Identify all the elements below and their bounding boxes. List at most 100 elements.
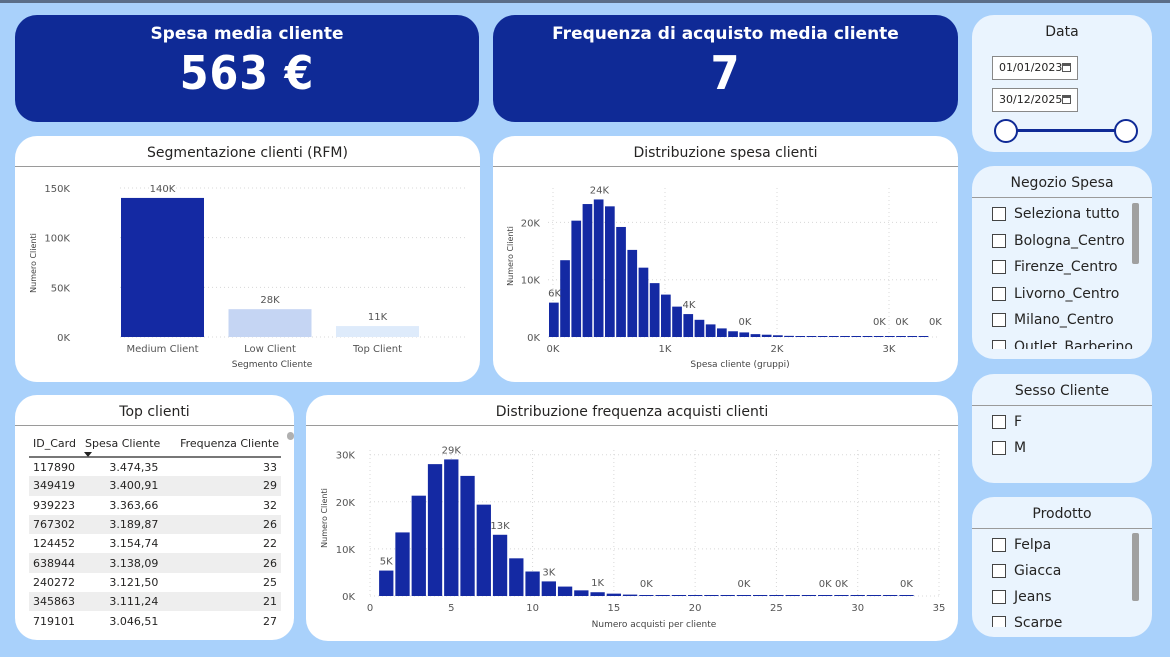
top-clients-table-wrap: ID_Card Spesa Cliente Frequenza Cliente … (29, 433, 281, 631)
bar (773, 335, 783, 337)
kpi-title: Spesa media cliente (150, 24, 344, 44)
y-tick-label: 20K (521, 218, 541, 229)
product-option[interactable]: Scarpe (992, 615, 1062, 627)
table-row[interactable]: 638944 3.138,09 26 (29, 553, 281, 573)
store-option[interactable]: Bologna_Centro (992, 233, 1125, 249)
store-option[interactable]: Milano_Centro (992, 312, 1114, 328)
table-scrollbar[interactable] (287, 432, 294, 440)
freq-chart-card[interactable]: Distribuzione frequenza acquisti clienti… (306, 395, 958, 641)
cell-frequenza-cliente: 29 (162, 476, 281, 496)
date-from-input[interactable]: 01/01/2023 (992, 56, 1078, 80)
table-row[interactable]: 767302 3.189,87 26 (29, 514, 281, 535)
date-range-track[interactable] (1006, 129, 1126, 132)
store-option[interactable]: Seleziona tutto (992, 206, 1120, 222)
bar (509, 558, 524, 596)
store-option[interactable]: Outlet_Barberino (992, 339, 1133, 349)
bar (717, 328, 727, 337)
checkbox[interactable] (992, 313, 1006, 327)
table-row[interactable]: 240272 3.121,50 25 (29, 573, 281, 592)
cell-id-card: 939223 (33, 498, 75, 512)
date-slicer[interactable]: Data 01/01/2023 30/12/2025 (972, 15, 1152, 152)
checkbox[interactable] (992, 415, 1006, 429)
cell-frequenza-cliente: 25 (263, 575, 277, 589)
checkbox[interactable] (992, 616, 1006, 627)
checkbox[interactable] (992, 207, 1006, 221)
checkbox[interactable] (992, 590, 1006, 604)
table-row[interactable]: 349419 3.400,91 29 (29, 476, 281, 496)
product-slicer[interactable]: Prodotto Felpa Giacca Jeans Scarpe (972, 497, 1152, 637)
bar (606, 593, 622, 596)
store-option[interactable]: Firenze_Centro (992, 259, 1118, 275)
checkbox[interactable] (992, 564, 1006, 578)
store-slicer[interactable]: Negozio Spesa Seleziona tutto Bologna_Cen… (972, 166, 1152, 359)
column-header-id-card[interactable]: ID_Card (29, 433, 81, 458)
cell-frequenza-cliente: 33 (263, 460, 277, 474)
title-divider (972, 197, 1152, 198)
rfm-bar-chart[interactable]: 0K 50K 100K 150K 140K Medium Client 28K Low Cli… (15, 136, 480, 382)
gender-option[interactable]: F (992, 414, 1022, 430)
cell-spesa-cliente: 3.121,50 (109, 575, 159, 589)
x-axis-title: Spesa cliente (gruppi) (690, 360, 789, 370)
data-label: 0K (835, 579, 848, 590)
top-clients-card[interactable]: Top clienti ID_Card Spesa Cliente Freque… (15, 395, 294, 640)
data-label: 28K (260, 295, 280, 306)
spesa-chart-card[interactable]: Distribuzione spesa clienti 0K 10K 20K 0K 1K… (493, 136, 958, 382)
gender-option[interactable]: M (992, 440, 1026, 456)
date-to-input[interactable]: 30/12/2025 (992, 88, 1078, 112)
bar (549, 302, 559, 337)
cell-spesa-cliente: 3.111,24 (81, 592, 163, 612)
bar (705, 324, 716, 337)
checkbox[interactable] (992, 441, 1006, 455)
column-header-frequenza-cliente[interactable]: Frequenza Cliente (162, 433, 281, 458)
checkbox[interactable] (992, 339, 1006, 349)
table-row[interactable]: 117890 3.474,35 33 (29, 457, 281, 476)
table-row[interactable]: 719101 3.046,51 27 (29, 611, 281, 630)
y-tick-label: 100K (44, 234, 70, 245)
checkbox[interactable] (992, 233, 1006, 248)
calendar-icon[interactable] (1062, 95, 1071, 104)
product-list-scrollbar[interactable] (1132, 533, 1139, 601)
checkbox[interactable] (992, 538, 1006, 552)
spesa-histogram[interactable]: 0K 10K 20K 0K 1K 2K 3K 6K 24K 4K 0K 0K 0K 0K Spesa cli… (493, 136, 958, 382)
bar (638, 267, 649, 337)
bar (492, 534, 508, 596)
calendar-icon[interactable] (1062, 63, 1071, 72)
option-label: Livorno_Centro (1014, 285, 1120, 302)
store-option[interactable]: Livorno_Centro (992, 286, 1119, 302)
product-option[interactable]: Felpa (992, 537, 1051, 553)
bar (818, 595, 833, 596)
store-list-scrollbar[interactable] (1132, 203, 1139, 264)
table-row[interactable]: 124452 3.154,74 22 (29, 534, 281, 553)
product-option[interactable]: Jeans (992, 589, 1052, 605)
data-label: 140K (150, 184, 176, 195)
bar (639, 595, 654, 596)
bar (851, 336, 862, 337)
y-tick-label: 0K (342, 592, 355, 603)
bar (885, 336, 895, 337)
bar (627, 249, 638, 337)
x-tick-label: 15 (607, 603, 620, 614)
column-header-spesa-cliente[interactable]: Spesa Cliente (81, 433, 163, 458)
title-divider (972, 405, 1152, 406)
checkbox[interactable] (992, 286, 1006, 301)
table-row[interactable]: 939223 3.363,66 32 (29, 496, 281, 515)
cell-id-card: 240272 (33, 575, 75, 589)
checkbox[interactable] (992, 260, 1006, 274)
title-divider (15, 166, 480, 167)
cell-id-card: 349419 (29, 476, 81, 496)
table-row[interactable]: 345863 3.111,24 21 (29, 592, 281, 612)
bar (541, 581, 556, 596)
bar (769, 595, 784, 596)
date-range-end-handle[interactable] (1114, 119, 1138, 143)
x-tick-label: 1K (659, 344, 672, 355)
bar (427, 464, 443, 596)
bar (739, 332, 750, 337)
rfm-chart-card[interactable]: Segmentazione clienti (RFM) 0K 50K 100K 150… (15, 136, 480, 382)
bar (850, 595, 865, 596)
product-option[interactable]: Giacca (992, 563, 1061, 579)
option-label: Felpa (1014, 537, 1052, 553)
x-tick-label: 3K (883, 344, 896, 355)
date-range-start-handle[interactable] (994, 119, 1018, 143)
